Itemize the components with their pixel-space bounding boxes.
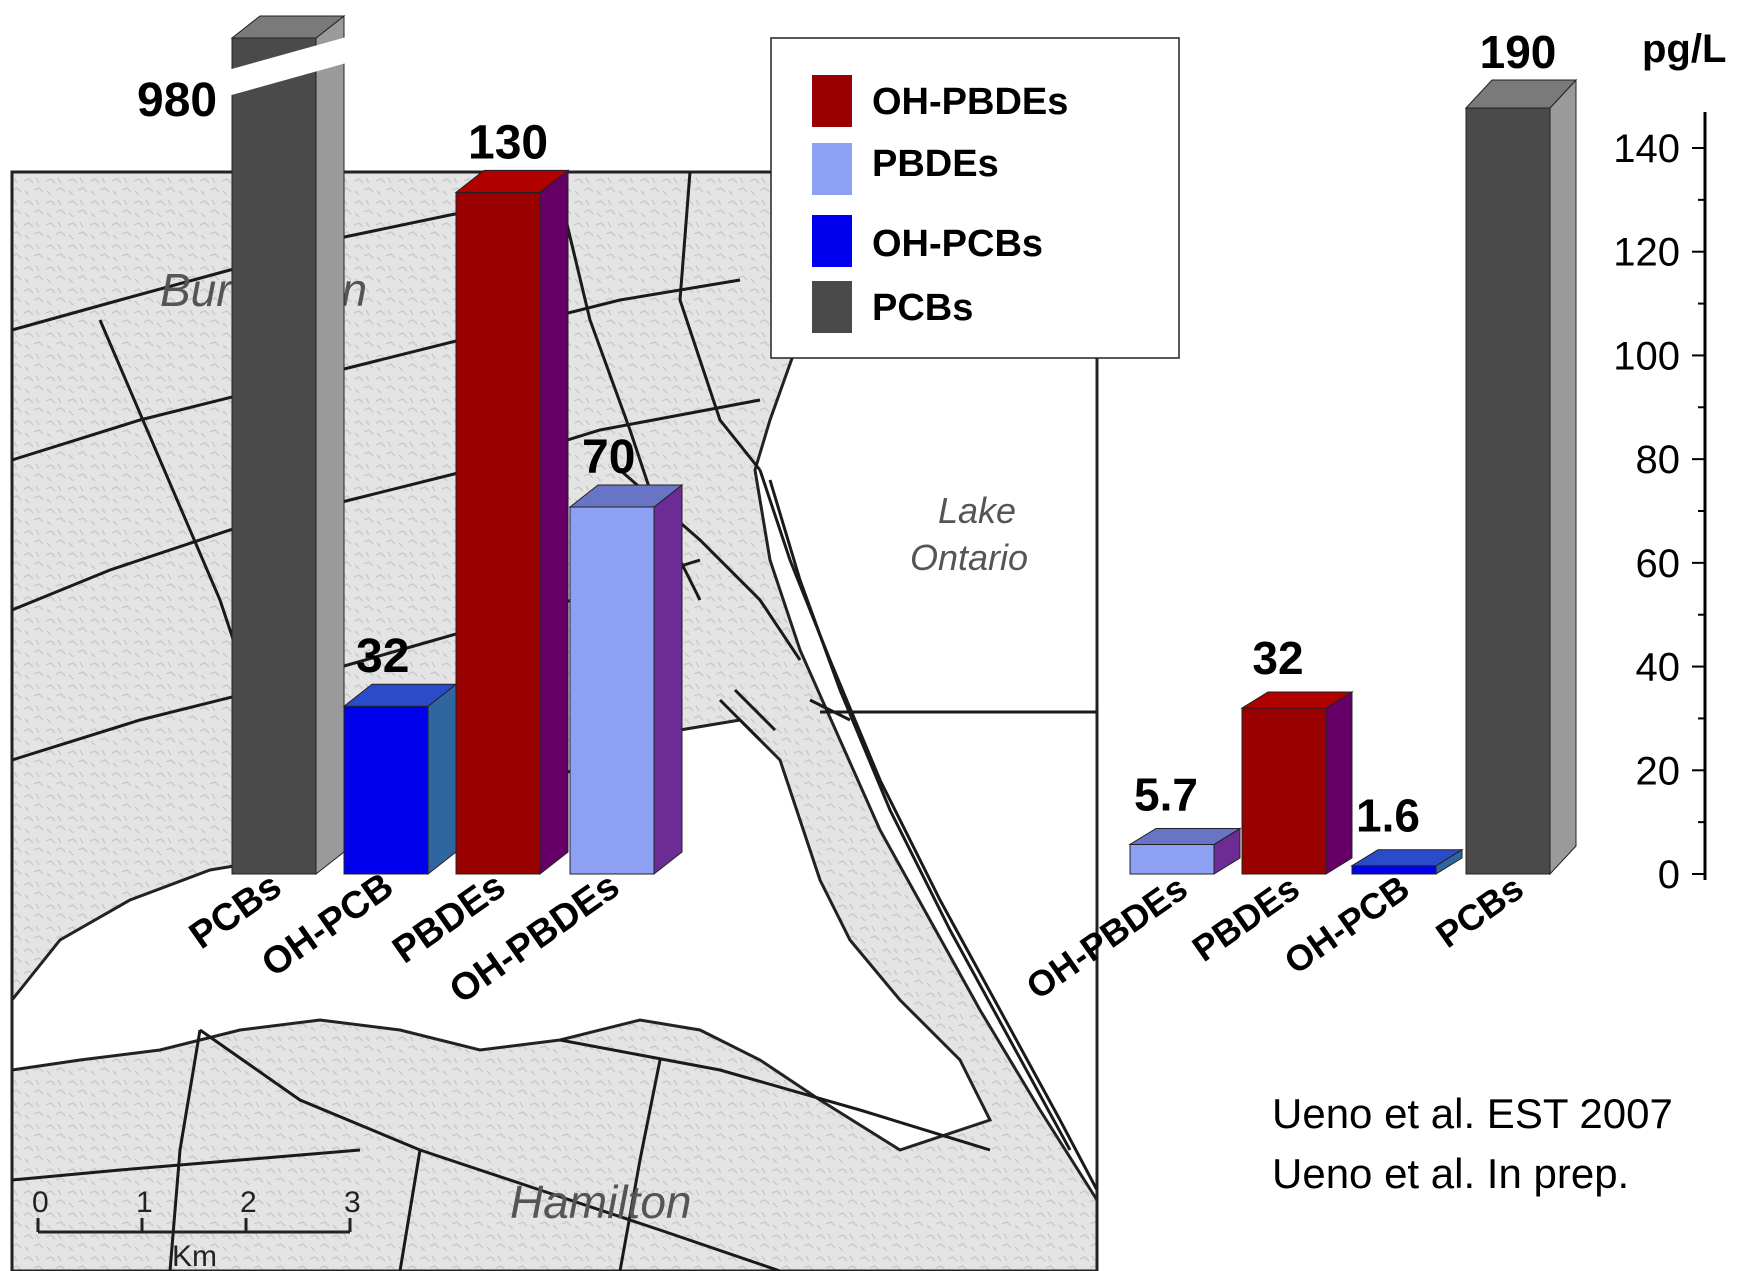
bar-side-harbour-oh-pcb [427,683,457,876]
y-tick-label-120: 120 [1613,231,1680,275]
bar-harbour-pcbs [228,14,350,876]
axis-break-harbour-pcbs [228,36,350,96]
bar-top-harbour-oh-pbdes [568,484,684,508]
value-label-harbour-pcbs: 980 [137,74,217,127]
map-label-hamilton: Hamilton [510,1176,692,1228]
bar-top-lake-pbdes [1240,691,1354,709]
y-axis-unit: pg/L [1642,27,1726,71]
bar-side-harbour-pcbs [315,14,345,876]
y-tick-label-0: 0 [1658,853,1680,897]
scale-tick-3: 3 [344,1186,361,1219]
map-label-ontario: Ontario [910,537,1028,578]
legend-label-oh-pbdes: OH-PBDEs [872,81,1068,123]
scale-tick-2: 2 [240,1186,257,1219]
scale-tick-1: 1 [136,1186,153,1219]
value-label-harbour-oh-pcb: 32 [356,630,409,683]
bar-top-lake-oh-pcb [1350,849,1464,867]
bar-lake-oh-pbdes [1128,827,1242,875]
value-label-lake-pbdes: 32 [1252,632,1303,684]
map-scale-bar: 0 1 2 3 Km [32,1186,361,1271]
legend-swatch-pcbs [812,281,852,333]
map-label-lake: Lake [938,490,1016,531]
bar-front-harbour-pcbs [231,37,317,875]
map-roads [11,171,1099,1271]
bar-front-harbour-oh-pcb [343,705,429,875]
legend-swatch-oh-pcbs [812,215,852,267]
reference-2: Ueno et al. In prep. [1272,1150,1630,1197]
bar-top-lake-pcbs [1464,79,1578,109]
bar-front-lake-pbdes [1241,707,1327,875]
bar-side-lake-pbdes [1325,691,1353,875]
scale-unit: Km [172,1240,217,1271]
category-label-lake-oh-pcb: OH-PCB [1277,867,1417,982]
bar-harbour-oh-pcb [342,683,458,876]
bar-top-harbour-pcbs [230,15,346,39]
bar-front-harbour-pbdes [455,191,541,875]
bar-harbour-oh-pbdes [568,483,684,876]
bar-side-lake-pcbs [1549,78,1577,876]
value-label-lake-pcbs: 190 [1480,26,1557,78]
y-tick-label-140: 140 [1613,127,1680,171]
scale-tick-0: 0 [32,1186,49,1219]
bar-lake-pcbs [1464,78,1578,876]
legend-swatch-oh-pbdes [812,75,852,127]
bar-front-lake-pcbs [1465,107,1551,875]
category-label-lake-pcbs: PCBs [1428,867,1530,956]
y-axis-ticks: 0 20 40 60 80 100 120 140 [1613,127,1705,897]
legend: OH-PBDEs PBDEs OH-PCBs PCBs [770,37,1180,359]
bar-lake-pbdes [1240,691,1354,875]
bar-side-harbour-oh-pbdes [653,483,683,876]
legend-swatch-pbdes [812,143,852,195]
bar-front-harbour-oh-pbdes [569,506,655,875]
bar-top-harbour-pbdes [454,169,570,193]
bar-lake-oh-pcb [1350,848,1464,875]
reference-1: Ueno et al. EST 2007 [1272,1090,1673,1137]
value-label-harbour-oh-pbdes: 70 [582,431,635,484]
legend-label-pcbs: PCBs [872,287,973,329]
bar-harbour-pbdes [454,169,570,876]
bar-front-lake-oh-pbdes [1129,843,1215,875]
legend-label-oh-pcbs: OH-PCBs [872,223,1043,265]
y-tick-label-100: 100 [1613,334,1680,378]
legend-label-pbdes: PBDEs [872,143,999,185]
bar-side-harbour-pbdes [539,169,569,876]
value-label-lake-oh-pbdes: 5.7 [1134,768,1198,820]
y-tick-label-60: 60 [1636,542,1681,586]
y-tick-label-40: 40 [1636,646,1681,690]
bar-top-lake-oh-pbdes [1128,827,1242,845]
value-label-lake-oh-pcb: 1.6 [1356,790,1420,842]
y-tick-label-80: 80 [1636,438,1681,482]
value-label-harbour-pbdes: 130 [468,116,548,169]
y-tick-label-20: 20 [1636,749,1681,793]
